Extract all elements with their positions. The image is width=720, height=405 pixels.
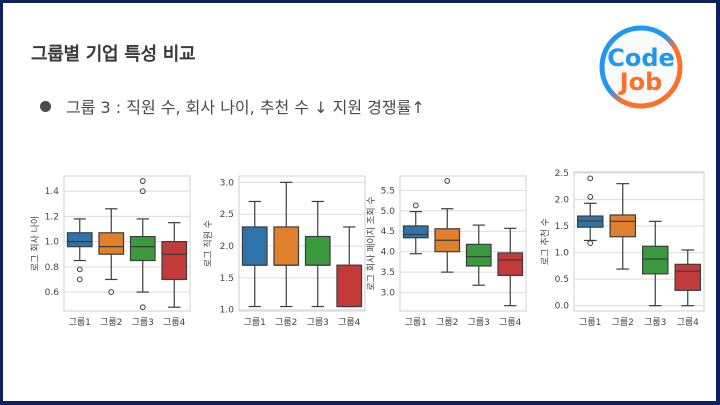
y-tick-label: 2.0 [220,242,235,252]
box-그룹3 [465,224,492,286]
y-tick-label: 1.0 [45,238,60,248]
bullet-point: 그룹 3 : 직원 수, 회사 나이, 추천 수 ↓ 지원 경쟁률↑ [40,94,425,118]
bullet-text: 그룹 3 : 직원 수, 회사 나이, 추천 수 ↓ 지원 경쟁률↑ [66,98,425,117]
x-tick-label: 그룹2 [275,317,297,328]
box-그룹2 [434,178,461,273]
x-tick-label: 그룹3 [132,317,154,328]
box-그룹4 [161,222,188,308]
y-tick-label: 2.5 [220,210,234,220]
y-tick-label: 3.0 [220,178,235,188]
y-tick-label: 0.8 [45,263,60,273]
box-그룹1 [402,202,429,255]
x-tick-label: 그룹1 [405,317,427,328]
logo-code-text: Code [607,44,675,72]
y-axis-label: 로그 회사 페이지 조회 수 [366,196,377,290]
x-tick-label: 그룹2 [612,317,634,328]
x-tick-label: 그룹2 [100,317,122,328]
x-tick-label: 그룹3 [644,317,666,328]
y-tick-label: 4.5 [381,227,395,237]
x-tick-label: 그룹3 [307,317,329,328]
box-그룹4 [336,226,363,308]
x-tick-label: 그룹2 [436,317,458,328]
y-tick-label: 0.6 [45,288,60,298]
x-tick-label: 그룹4 [677,317,700,328]
x-tick-label: 그룹3 [468,317,490,328]
box-그룹1 [576,175,604,246]
y-tick-label: 0.5 [555,275,569,285]
y-tick-label: 5.0 [381,207,396,217]
box-그룹3 [641,220,669,307]
box-그룹2 [609,183,637,270]
y-tick-label: 3.5 [381,268,395,278]
y-tick-label: 2.5 [555,169,569,179]
y-tick-label: 1.0 [555,249,570,259]
y-tick-label: 4.0 [381,248,396,258]
y-axis-label: 로그 직원 수 [203,220,214,267]
box-그룹1 [66,218,93,283]
box-그룹4 [674,249,702,307]
y-tick-label: 1.5 [220,274,234,284]
x-tick-label: 그룹4 [499,317,522,328]
y-tick-label: 0.0 [555,302,570,312]
y-tick-label: 3.0 [381,289,396,299]
y-axis-label: 로그 회사 나이 [30,216,41,271]
box-그룹2 [273,181,300,308]
y-tick-label: 1.2 [45,212,59,222]
y-tick-label: 1.4 [45,187,60,197]
x-tick-label: 그룹1 [69,317,91,328]
slide-title: 그룹별 기업 특성 비교 [31,44,196,65]
y-tick-label: 1.0 [220,306,235,316]
box-그룹4 [497,227,524,307]
box-그룹1 [241,200,268,308]
box-그룹3 [304,200,331,308]
x-tick-label: 그룹1 [244,317,266,328]
x-tick-label: 그룹1 [579,317,601,328]
codejob-logo: Code Job [598,24,684,110]
y-tick-label: 2.0 [555,196,570,206]
x-tick-label: 그룹4 [163,317,186,328]
y-axis-label: 로그 추천 수 [540,218,551,265]
logo-job-text: Job [618,68,663,96]
y-tick-label: 1.5 [555,222,569,232]
y-tick-label: 5.5 [381,186,395,196]
box-그룹2 [98,208,125,295]
bullet-icon [40,100,51,112]
x-tick-label: 그룹4 [338,317,361,328]
box-그룹3 [129,178,156,311]
